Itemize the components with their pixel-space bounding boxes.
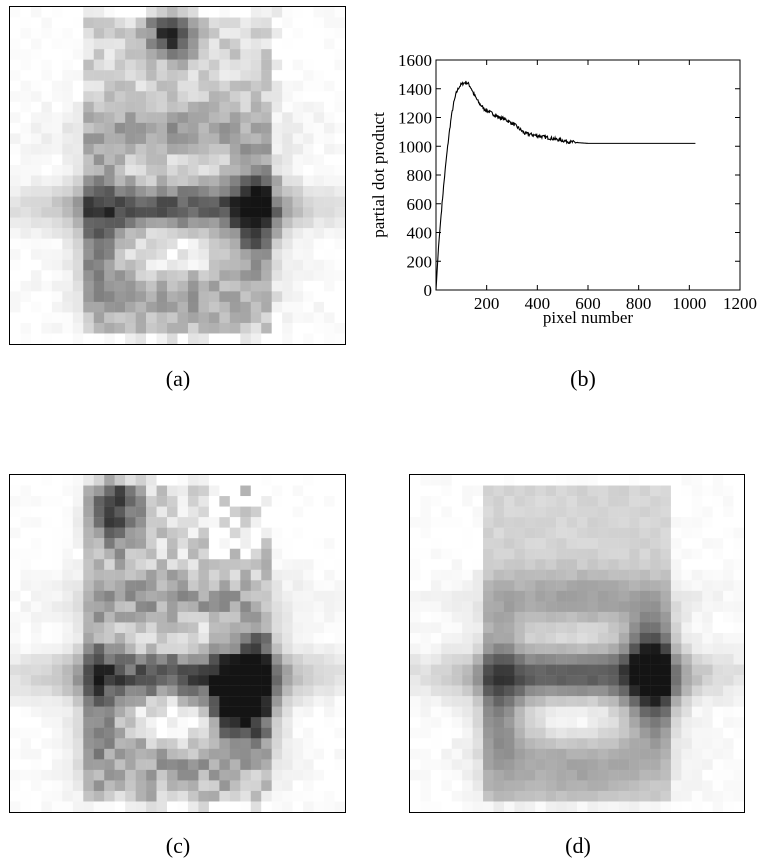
pixel-image-d bbox=[409, 474, 745, 813]
y-tick-label: 0 bbox=[424, 281, 433, 300]
series-line bbox=[435, 80, 696, 291]
y-axis-label: partial dot product bbox=[369, 112, 388, 238]
y-tick-label: 200 bbox=[407, 252, 433, 271]
x-tick-label: 1200 bbox=[723, 294, 757, 313]
caption-b: (b) bbox=[570, 366, 596, 391]
plot-frame bbox=[435, 59, 741, 291]
y-tick-label: 600 bbox=[407, 195, 433, 214]
pixel-image-c bbox=[9, 474, 346, 813]
y-tick-label: 400 bbox=[407, 224, 433, 243]
caption-d: (d) bbox=[565, 833, 591, 858]
y-tick-label: 1200 bbox=[398, 109, 432, 128]
x-tick-label: 200 bbox=[474, 294, 500, 313]
caption-a: (a) bbox=[165, 366, 191, 391]
pixel-grid-c bbox=[10, 475, 345, 812]
x-axis-label: pixel number bbox=[543, 308, 634, 327]
partial-dot-product-chart: 0 200 400 600 800 1000 1200 1400 1600 200 400 600 80… bbox=[369, 51, 757, 327]
y-tick-label: 800 bbox=[407, 166, 433, 185]
pixel-grid-d bbox=[410, 475, 744, 812]
x-tick-label: 400 bbox=[525, 294, 551, 313]
x-tick-label: 600 bbox=[575, 294, 601, 313]
y-tick-label: 1400 bbox=[398, 80, 432, 99]
caption-c: (c) bbox=[165, 833, 191, 858]
pixel-grid-a bbox=[10, 7, 345, 344]
y-tick-label: 1600 bbox=[398, 51, 432, 70]
y-tick-label: 1000 bbox=[398, 137, 432, 156]
pixel-image-a bbox=[9, 6, 346, 345]
x-tick-label: 800 bbox=[626, 294, 652, 313]
x-tick-label: 1000 bbox=[672, 294, 706, 313]
